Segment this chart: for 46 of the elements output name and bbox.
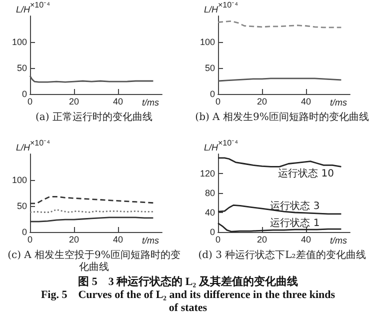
line-series bbox=[29, 196, 154, 204]
line-series bbox=[217, 20, 342, 28]
y-tick-label: 80 bbox=[204, 188, 215, 198]
x-tick-label: 20 bbox=[68, 96, 80, 106]
y-tick-label: 0 bbox=[210, 227, 215, 237]
x-tick-label: 40 bbox=[300, 234, 312, 244]
y-tick-label: 40 bbox=[204, 208, 215, 218]
text: ×10⁻⁴ bbox=[218, 138, 239, 148]
x-tick-label: 40 bbox=[112, 96, 124, 106]
text: (c) A 相发生空投于9%匝间短路时的变化曲线 bbox=[6, 250, 182, 275]
line-series bbox=[29, 75, 154, 83]
y-axis-title: L/H bbox=[204, 142, 218, 152]
y-tick-label: 50 bbox=[16, 63, 27, 73]
x-tick-label: 40 bbox=[112, 234, 124, 244]
y-tick-label: 50 bbox=[204, 63, 215, 73]
series-label: 运行状态 10 bbox=[278, 167, 334, 180]
caption: Fig. 5 Curves of the of L₂ and its difference in the three kinds of states bbox=[40, 289, 336, 315]
y-tick-label: 0 bbox=[22, 227, 27, 237]
y-tick-label: 0 bbox=[210, 89, 215, 99]
y-tick-label: 0 bbox=[22, 89, 27, 99]
y-tick-label: 100 bbox=[12, 175, 27, 185]
x-tick-label: 20 bbox=[256, 234, 268, 244]
line-series bbox=[217, 157, 342, 168]
x-axis-title: t/ms bbox=[330, 236, 348, 246]
series-label: 运行状态 3 bbox=[270, 200, 320, 212]
text: ×10⁻⁴ bbox=[218, 0, 239, 10]
caption: 图 5 3 种运行状态的 L₂ 及其差值的变化曲线 bbox=[77, 276, 299, 289]
x-tick-label: 20 bbox=[256, 96, 268, 106]
y-tick-label: 100 bbox=[200, 37, 215, 47]
text: (d) 3 种运行状态下L₂差值的变化曲线 bbox=[197, 250, 367, 263]
y-tick-label: 50 bbox=[16, 201, 27, 211]
y-axis-title: L/H bbox=[16, 4, 30, 14]
x-tick-label: 40 bbox=[300, 96, 312, 106]
y-axis-title: L/H bbox=[204, 4, 218, 14]
x-axis-title: t/ms bbox=[142, 98, 160, 108]
x-axis-title: t/ms bbox=[330, 98, 348, 108]
y-tick-label: 100 bbox=[12, 37, 27, 47]
x-axis-title: t/ms bbox=[142, 236, 160, 246]
y-tick-label: 120 bbox=[200, 168, 215, 178]
y-axis-title: L/H bbox=[16, 142, 30, 152]
text: ×10⁻⁴ bbox=[30, 138, 51, 148]
series-label: 运行状态 1 bbox=[270, 217, 320, 230]
text: ×10⁻⁴ bbox=[30, 0, 51, 10]
text: (b) A 相发生9%匝间短路时的变化曲线 bbox=[194, 112, 370, 125]
text: (a) 正常运行时的变化曲线 bbox=[34, 112, 154, 125]
x-tick-label: 20 bbox=[68, 234, 80, 244]
